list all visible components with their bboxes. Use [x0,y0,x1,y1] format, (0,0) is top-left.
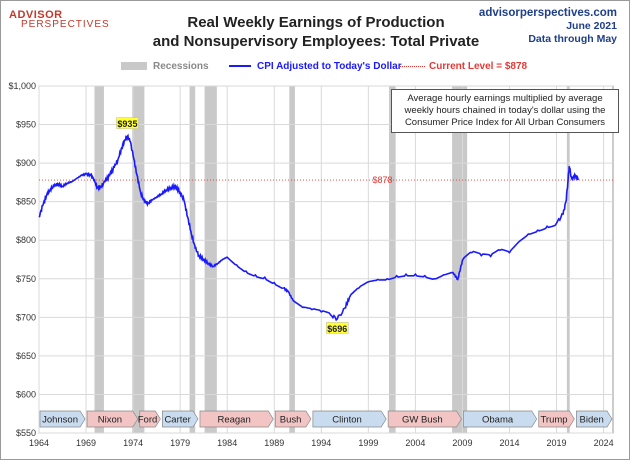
president-label: Nixon [98,415,122,426]
annotation-label: $935 [117,119,137,129]
recession-band [452,86,468,433]
x-tick-label: 1989 [264,438,284,448]
annotation-highlight [326,322,349,334]
president-term-box [463,410,538,428]
y-tick-label: $650 [16,351,36,361]
president-label: Biden [580,415,604,426]
y-tick-label: $850 [16,197,36,207]
president-term-box [387,410,462,428]
president-term-box [86,410,139,428]
y-tick-label: $600 [16,389,36,399]
advisor-perspectives-logo: ADVISOR PERSPECTIVES [9,9,110,30]
x-tick-label: 2004 [405,438,425,448]
source-meta: advisorperspectives.com June 2021 Data t… [479,7,617,46]
recession-band [204,86,217,433]
president-term-box [139,410,161,428]
legend-current: Current Level = $878 [399,61,527,72]
x-tick-label: 2014 [499,438,519,448]
recession-band [189,86,196,433]
y-tick-label: $750 [16,274,36,284]
y-tick-label: $550 [16,428,36,438]
x-tick-label: 2019 [547,438,567,448]
legend-current-swatch [399,65,425,67]
president-term-box [274,410,312,428]
president-label: Ford [138,415,158,426]
president-term-box [199,410,274,428]
x-tick-label: 1999 [358,438,378,448]
president-label: Trump [540,415,567,426]
president-term-box [161,410,199,428]
president-term-box [576,410,613,428]
recession-band [389,86,396,433]
president-label: Bush [280,415,302,426]
chart-title: Real Weekly Earnings of Production and N… [151,13,481,51]
president-term-box [312,410,387,428]
legend-series: CPI Adjusted to Today's Dollar [229,61,402,72]
president-label: Clinton [332,415,362,426]
data-through: Data through May [528,33,617,45]
recession-band [566,86,570,433]
legend-recessions: Recessions [121,61,209,72]
x-tick-label: 1979 [170,438,190,448]
x-tick-label: 2009 [452,438,472,448]
x-tick-label: 1974 [123,438,143,448]
chart-title-line-1: Real Weekly Earnings of Production [187,14,445,31]
president-label: Obama [482,415,514,426]
x-tick-label: 2024 [594,438,614,448]
current-level-label: $878 [372,175,392,185]
y-tick-label: $900 [16,158,36,168]
chart-title-line-2: and Nonsupervisory Employees: Total Priv… [152,33,480,50]
legend-recessions-swatch [121,62,147,71]
legend-current-label: Current Level = $878 [429,61,528,72]
x-tick-label: 1994 [311,438,331,448]
president-label: Reagan [217,415,250,426]
legend-series-swatch [229,65,251,68]
logo-top-text: ADVISOR [9,9,63,21]
source-date: June 2021 [566,20,617,32]
annotation-highlight [116,117,139,129]
source-site: advisorperspectives.com [478,7,617,19]
legend-series-label: CPI Adjusted to Today's Dollar [257,61,402,72]
y-tick-label: $700 [16,312,36,322]
recession-band [289,86,295,433]
recession-band [132,86,145,433]
y-tick-label: $950 [16,120,36,130]
president-term-box [39,410,86,428]
president-label: Johnson [42,415,78,426]
president-label: Carter [164,415,190,426]
logo-bottom-text: PERSPECTIVES [21,19,110,30]
x-tick-label: 1984 [217,438,237,448]
legend-recessions-label: Recessions [153,61,209,72]
chart-note: Average hourly earnings multiplied by av… [391,89,619,133]
recession-band [94,86,104,433]
president-label: GW Bush [402,415,443,426]
y-tick-label: $800 [16,235,36,245]
x-tick-label: 1969 [76,438,96,448]
president-term-box [538,410,575,428]
x-tick-label: 1964 [29,438,49,448]
annotation-label: $696 [327,324,347,334]
y-tick-label: $1,000 [8,81,36,91]
earnings-series-line [38,133,579,322]
